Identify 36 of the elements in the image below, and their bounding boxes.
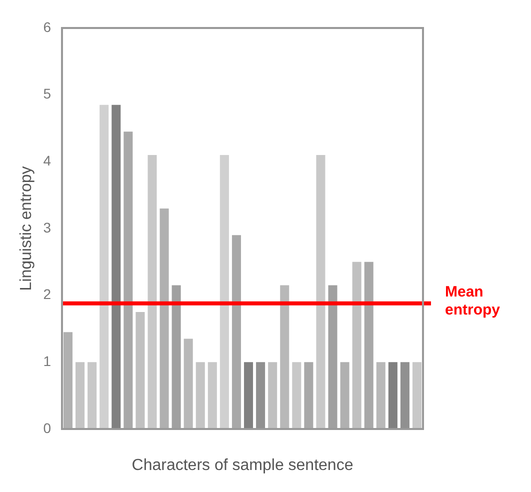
bar: [316, 154, 326, 429]
bar: [112, 104, 121, 429]
y-tick-label: 0: [43, 420, 52, 436]
bar: [280, 285, 290, 429]
bar: [220, 154, 229, 429]
x-axis-title: Characters of sample sentence: [132, 456, 354, 474]
y-axis-title: Linguistic entropy: [18, 166, 36, 291]
bar: [208, 362, 217, 429]
bar: [388, 362, 398, 429]
bar: [244, 362, 254, 429]
bar: [196, 362, 205, 429]
bar: [100, 104, 109, 429]
y-tick-label: 4: [43, 152, 52, 169]
bar: [232, 235, 241, 429]
bar: [63, 332, 73, 429]
bar: [412, 362, 422, 429]
y-tick-label: 2: [43, 286, 52, 302]
y-tick-label: 5: [43, 86, 52, 102]
bar: [292, 362, 302, 429]
bar: [124, 132, 133, 429]
bar: [364, 262, 374, 429]
bar: [376, 362, 386, 429]
y-tick-label: 3: [43, 219, 52, 236]
bar: [148, 154, 157, 429]
bar: [340, 362, 350, 429]
bar: [184, 338, 193, 429]
y-tick-label: 1: [43, 353, 52, 370]
bar: [76, 362, 85, 429]
ref-line-label: Mean entropy: [445, 283, 501, 318]
bar: [268, 362, 278, 429]
bar: [136, 312, 145, 429]
bar: [160, 208, 169, 429]
y-tick-label: 6: [43, 18, 52, 35]
bar: [304, 362, 314, 429]
bar: [88, 362, 97, 429]
bar: [352, 262, 362, 429]
